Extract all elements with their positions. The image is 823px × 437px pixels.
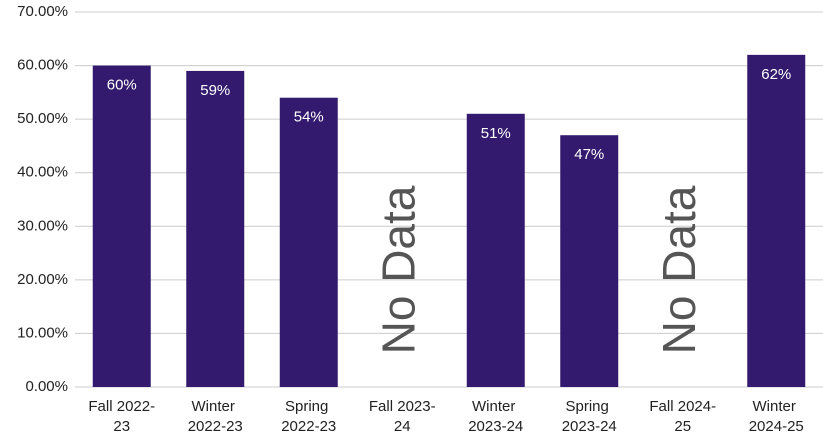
x-tick-label: Fall 2023-24 — [369, 398, 436, 435]
data-label: 47% — [574, 146, 604, 163]
y-tick-label: 40.00% — [17, 164, 68, 181]
x-tick-label: Fall 2024-25 — [649, 398, 716, 435]
annotation: No Data — [653, 185, 705, 354]
data-label: 60% — [107, 77, 137, 94]
y-tick-label: 20.00% — [17, 271, 68, 288]
annotation: No Data — [372, 185, 424, 354]
data-label: 51% — [481, 125, 511, 142]
bar — [279, 97, 338, 387]
bar — [186, 70, 245, 387]
bar — [466, 113, 525, 388]
y-tick-label: 10.00% — [17, 324, 68, 341]
x-tick-label: Spring 2022-23 — [281, 398, 336, 435]
bar — [92, 65, 151, 388]
y-tick-label: 60.00% — [17, 57, 68, 74]
data-label: 54% — [294, 109, 324, 126]
bar — [560, 135, 619, 387]
data-label: 62% — [761, 66, 791, 83]
y-tick-label: 0.00% — [25, 378, 68, 395]
y-tick-label: 70.00% — [17, 3, 68, 20]
y-tick-label: 50.00% — [17, 110, 68, 127]
bar — [747, 54, 806, 387]
y-tick-label: 30.00% — [17, 217, 68, 234]
data-label: 59% — [200, 82, 230, 99]
x-tick-label: Winter 2022-23 — [188, 398, 243, 435]
x-tick-label: Winter 2024-25 — [749, 398, 804, 435]
x-tick-label: Spring 2023-24 — [562, 398, 617, 435]
x-tick-label: Winter 2023-24 — [468, 398, 523, 435]
x-tick-label: Fall 2022-23 — [88, 398, 155, 435]
